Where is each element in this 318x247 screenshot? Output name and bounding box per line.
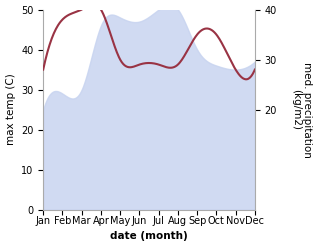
Y-axis label: max temp (C): max temp (C)	[5, 74, 16, 145]
Y-axis label: med. precipitation
(kg/m2): med. precipitation (kg/m2)	[291, 62, 313, 158]
X-axis label: date (month): date (month)	[110, 231, 188, 242]
